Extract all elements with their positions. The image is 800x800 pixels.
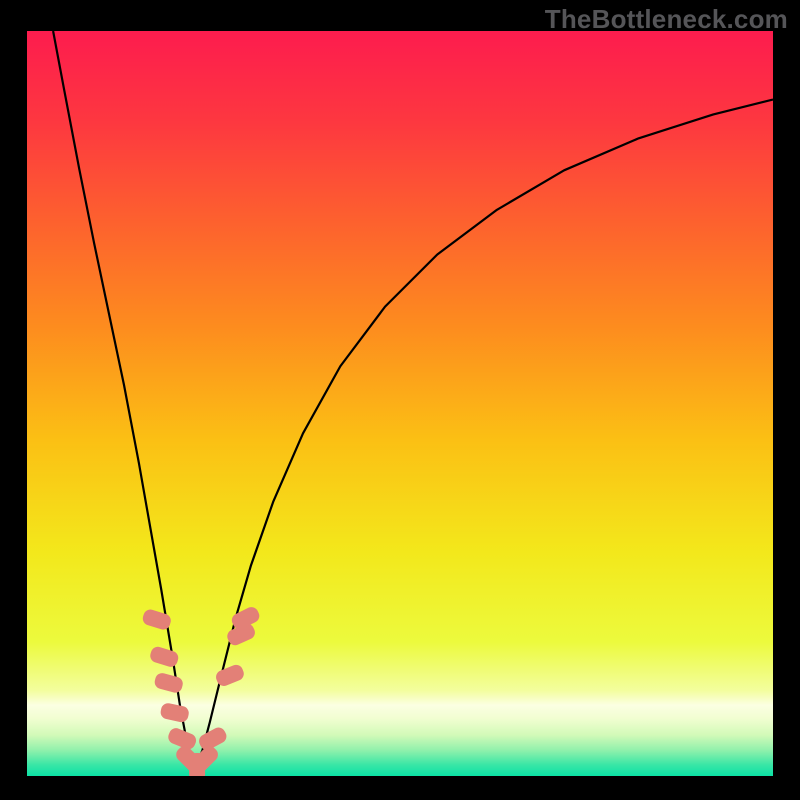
gradient-background	[27, 31, 773, 776]
chart-frame	[0, 0, 800, 800]
plot-svg	[27, 31, 773, 776]
plot-area	[27, 31, 773, 776]
watermark-text: TheBottleneck.com	[545, 4, 788, 35]
